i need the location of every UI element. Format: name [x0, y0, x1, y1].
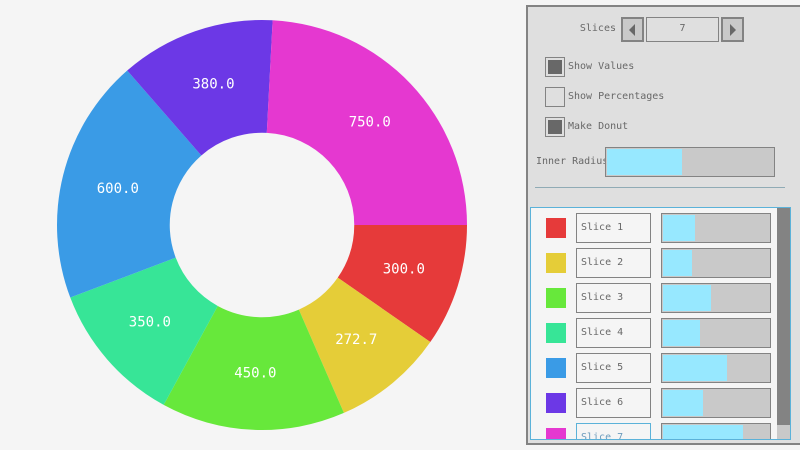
pie-slice	[298, 277, 431, 413]
list-item: Slice 6	[531, 388, 777, 418]
divider	[535, 187, 785, 188]
color-swatch	[546, 288, 566, 308]
pie-slice	[57, 70, 202, 298]
slice-value-slider[interactable]	[661, 283, 771, 313]
slider-fill	[663, 425, 743, 439]
slice-value-slider[interactable]	[661, 318, 771, 348]
pie-slice	[127, 20, 273, 156]
color-swatch	[546, 253, 566, 273]
slice-name-input[interactable]: Slice 3	[576, 283, 651, 313]
pie-slice	[266, 20, 467, 225]
slider-fill	[663, 215, 695, 241]
show-values-checkbox[interactable]	[545, 57, 565, 77]
pie-slice	[70, 257, 218, 405]
slice-value-label: 750.0	[349, 115, 391, 131]
slices-increment-button[interactable]	[721, 17, 744, 42]
inner-radius-label: Inner Radius	[536, 156, 609, 167]
color-swatch	[546, 323, 566, 343]
slider-fill	[663, 320, 701, 346]
slice-name-input[interactable]: Slice 7	[576, 423, 651, 439]
pie-slice	[163, 305, 344, 431]
slices-label: Slices	[579, 23, 616, 34]
slice-name-input[interactable]: Slice 4	[576, 318, 651, 348]
slider-fill	[607, 149, 682, 175]
make-donut-checkbox[interactable]	[545, 117, 565, 137]
color-swatch	[546, 358, 566, 378]
color-swatch	[546, 393, 566, 413]
slice-value-label: 272.7	[335, 332, 377, 348]
slider-fill	[663, 285, 711, 311]
arrow-left-icon	[629, 24, 635, 36]
donut-chart: 300.0 272.7 450.0 350.0 600.0 380.0 750.0	[57, 20, 467, 431]
slice-name-input[interactable]: Slice 5	[576, 353, 651, 383]
slice-value-slider[interactable]	[661, 388, 771, 418]
slice-value-label: 350.0	[129, 315, 171, 331]
list-item: Slice 7	[531, 423, 777, 439]
slices-decrement-button[interactable]	[621, 17, 644, 42]
slice-name-input[interactable]: Slice 6	[576, 388, 651, 418]
arrow-right-icon	[730, 24, 736, 36]
slice-value-slider[interactable]	[661, 353, 771, 383]
color-swatch	[546, 428, 566, 439]
scrollbar-thumb[interactable]	[777, 208, 790, 425]
pie-slice	[337, 225, 467, 343]
slider-fill	[663, 390, 704, 416]
slider-fill	[663, 355, 727, 381]
slice-value-label: 380.0	[192, 77, 234, 93]
list-item: Slice 2	[531, 248, 777, 278]
slice-value-label: 600.0	[97, 181, 139, 197]
inner-radius-slider[interactable]	[605, 147, 775, 177]
scrollbar[interactable]	[777, 208, 790, 439]
slice-value-slider[interactable]	[661, 248, 771, 278]
slice-name-input[interactable]: Slice 2	[576, 248, 651, 278]
show-percentages-label: Show Percentages	[568, 91, 665, 102]
list-item: Slice 3	[531, 283, 777, 313]
make-donut-label: Make Donut	[568, 121, 629, 132]
slice-name-input[interactable]: Slice 1	[576, 213, 651, 243]
slice-value-slider[interactable]	[661, 423, 771, 439]
show-values-label: Show Values	[568, 61, 635, 72]
slice-value-slider[interactable]	[661, 213, 771, 243]
slice-value-label: 300.0	[383, 261, 425, 277]
list-item: Slice 1	[531, 213, 777, 243]
slices-value-box[interactable]: 7	[646, 17, 719, 42]
slice-list[interactable]: Slice 1 Slice 2 Slice 3 Slice 4 Slice 5 …	[530, 207, 791, 440]
list-item: Slice 5	[531, 353, 777, 383]
list-item: Slice 4	[531, 318, 777, 348]
slider-fill	[663, 250, 692, 276]
slice-value-label: 450.0	[234, 365, 276, 381]
show-percentages-checkbox[interactable]	[545, 87, 565, 107]
color-swatch	[546, 218, 566, 238]
